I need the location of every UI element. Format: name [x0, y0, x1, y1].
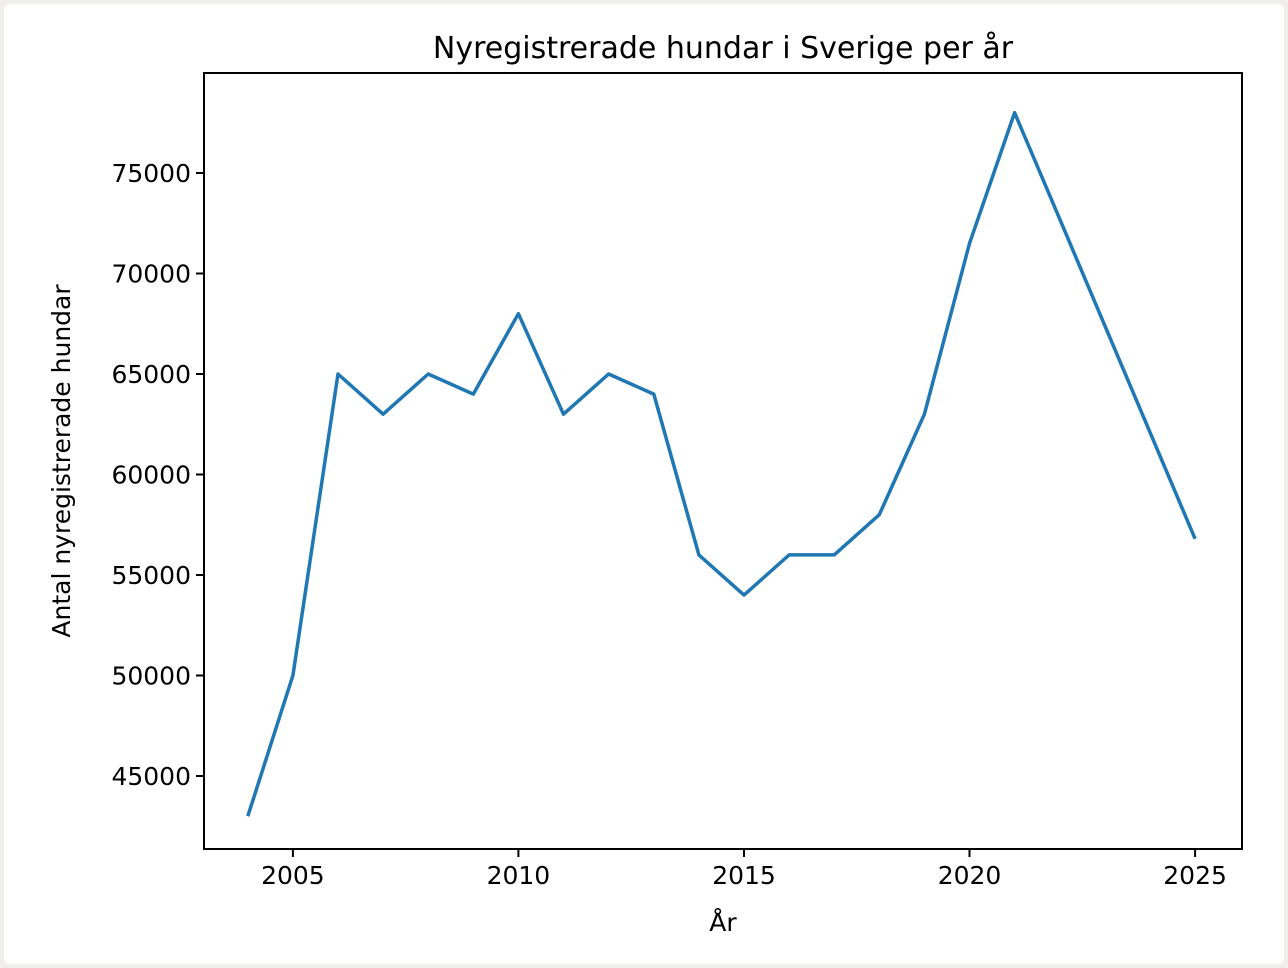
line-chart: 2005 2010 2015 2020 2025 45000 50000 55000 6000…	[47, 31, 1243, 937]
y-axis-label: Antal nyregistrerade hundar	[47, 284, 76, 638]
y-tick-label: 70000	[111, 260, 191, 289]
y-tick-label: 55000	[111, 561, 191, 590]
plot-area	[203, 72, 1243, 850]
x-tick-label: 2015	[712, 861, 776, 890]
y-axis-ticks	[196, 172, 204, 777]
x-tick-label: 2010	[487, 861, 551, 890]
y-tick-label: 65000	[111, 360, 191, 389]
x-axis-ticks	[291, 849, 1197, 857]
chart-figure: 2005 2010 2015 2020 2025 45000 50000 55000 6000…	[4, 4, 1284, 964]
x-tick-label: 2025	[1163, 861, 1227, 890]
x-axis-tick-labels: 2005 2010 2015 2020 2025	[261, 861, 1227, 890]
x-axis-label: År	[709, 908, 737, 937]
x-tick-label: 2020	[938, 861, 1002, 890]
data-series-line	[246, 110, 1197, 817]
chart-title: Nyregistrerade hundar i Sverige per år	[433, 31, 1014, 66]
y-tick-label: 75000	[111, 159, 191, 188]
y-axis-tick-labels: 45000 50000 55000 60000 65000 70000 75000	[111, 159, 191, 791]
y-tick-label: 45000	[111, 762, 191, 791]
y-tick-label: 50000	[111, 662, 191, 691]
y-tick-label: 60000	[111, 461, 191, 490]
x-tick-label: 2005	[261, 861, 325, 890]
